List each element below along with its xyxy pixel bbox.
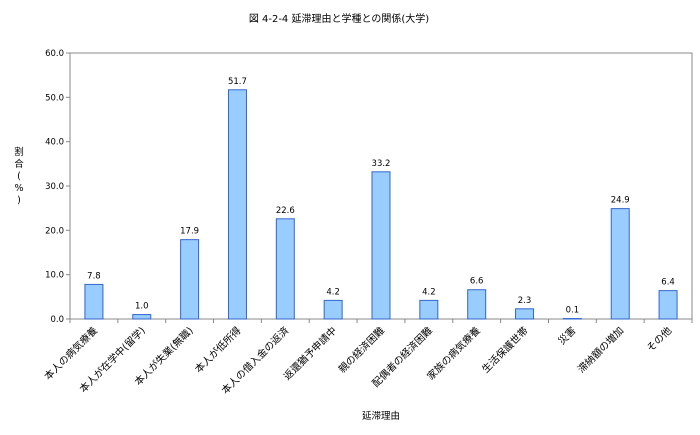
bar — [467, 289, 487, 320]
y-axis-title-char: ) — [17, 195, 21, 206]
y-tick-label: 0.0 — [50, 315, 64, 325]
data-label: 1.0 — [135, 302, 149, 312]
bar — [180, 239, 200, 320]
y-axis-title-char: ( — [17, 171, 21, 182]
y-tick-label: 10.0 — [45, 271, 64, 281]
data-label: 24.9 — [611, 196, 630, 206]
y-tick-label: 60.0 — [45, 49, 64, 59]
data-label: 51.7 — [228, 77, 247, 87]
data-label: 6.4 — [661, 278, 675, 288]
y-tick-label: 30.0 — [45, 182, 64, 192]
data-label: 0.1 — [566, 306, 580, 316]
y-tick-label: 20.0 — [45, 226, 64, 236]
y-tick-label: 40.0 — [45, 138, 64, 148]
category-label: 親の経済困難 — [336, 324, 388, 376]
bar — [371, 171, 391, 320]
bar — [84, 283, 104, 320]
y-axis-title-char: 割 — [14, 146, 24, 158]
category-label: 滞納額の増加 — [575, 324, 627, 376]
category-label: 本人が低所得 — [192, 324, 244, 376]
data-label: 4.2 — [326, 287, 340, 297]
x-axis-title: 延滞理由 — [362, 410, 400, 422]
data-label: 2.3 — [518, 296, 532, 306]
chart-title: 図 4-2-4 延滞理由と学種との関係(大学) — [249, 12, 429, 25]
category-label: 災害 — [555, 324, 578, 347]
data-label: 22.6 — [276, 206, 295, 216]
bar — [132, 314, 152, 320]
x-axis: 本人の病気療養本人が在学中(留学)本人が失業(無職)本人が低所得本人の借入金の返… — [41, 319, 693, 397]
data-label: 4.2 — [422, 287, 436, 297]
category-label: 生活保護世帯 — [479, 324, 531, 376]
bar — [419, 299, 439, 320]
bar — [515, 308, 535, 320]
data-label: 6.6 — [470, 277, 484, 287]
data-label: 17.9 — [180, 227, 199, 237]
y-axis-title-char: % — [14, 183, 23, 194]
y-axis-title: 割合(%) — [14, 146, 24, 206]
category-label: その他 — [644, 324, 674, 354]
y-axis: 0.0 10.0 20.0 30.0 40.0 50.0 60.0 — [45, 49, 70, 325]
bar — [610, 208, 630, 320]
bar — [658, 290, 678, 320]
y-tick-label: 50.0 — [45, 93, 64, 103]
bar — [227, 89, 247, 320]
bar — [275, 218, 295, 320]
data-label: 7.8 — [87, 271, 101, 281]
bar — [323, 299, 343, 320]
y-axis-title-char: 合 — [14, 158, 24, 170]
data-label: 33.2 — [372, 159, 391, 169]
bars: 7.8 1.0 17.9 51.7 22.6 4.2 33.2 4.2 6.6 2.3 0.1 24.… — [84, 77, 678, 320]
